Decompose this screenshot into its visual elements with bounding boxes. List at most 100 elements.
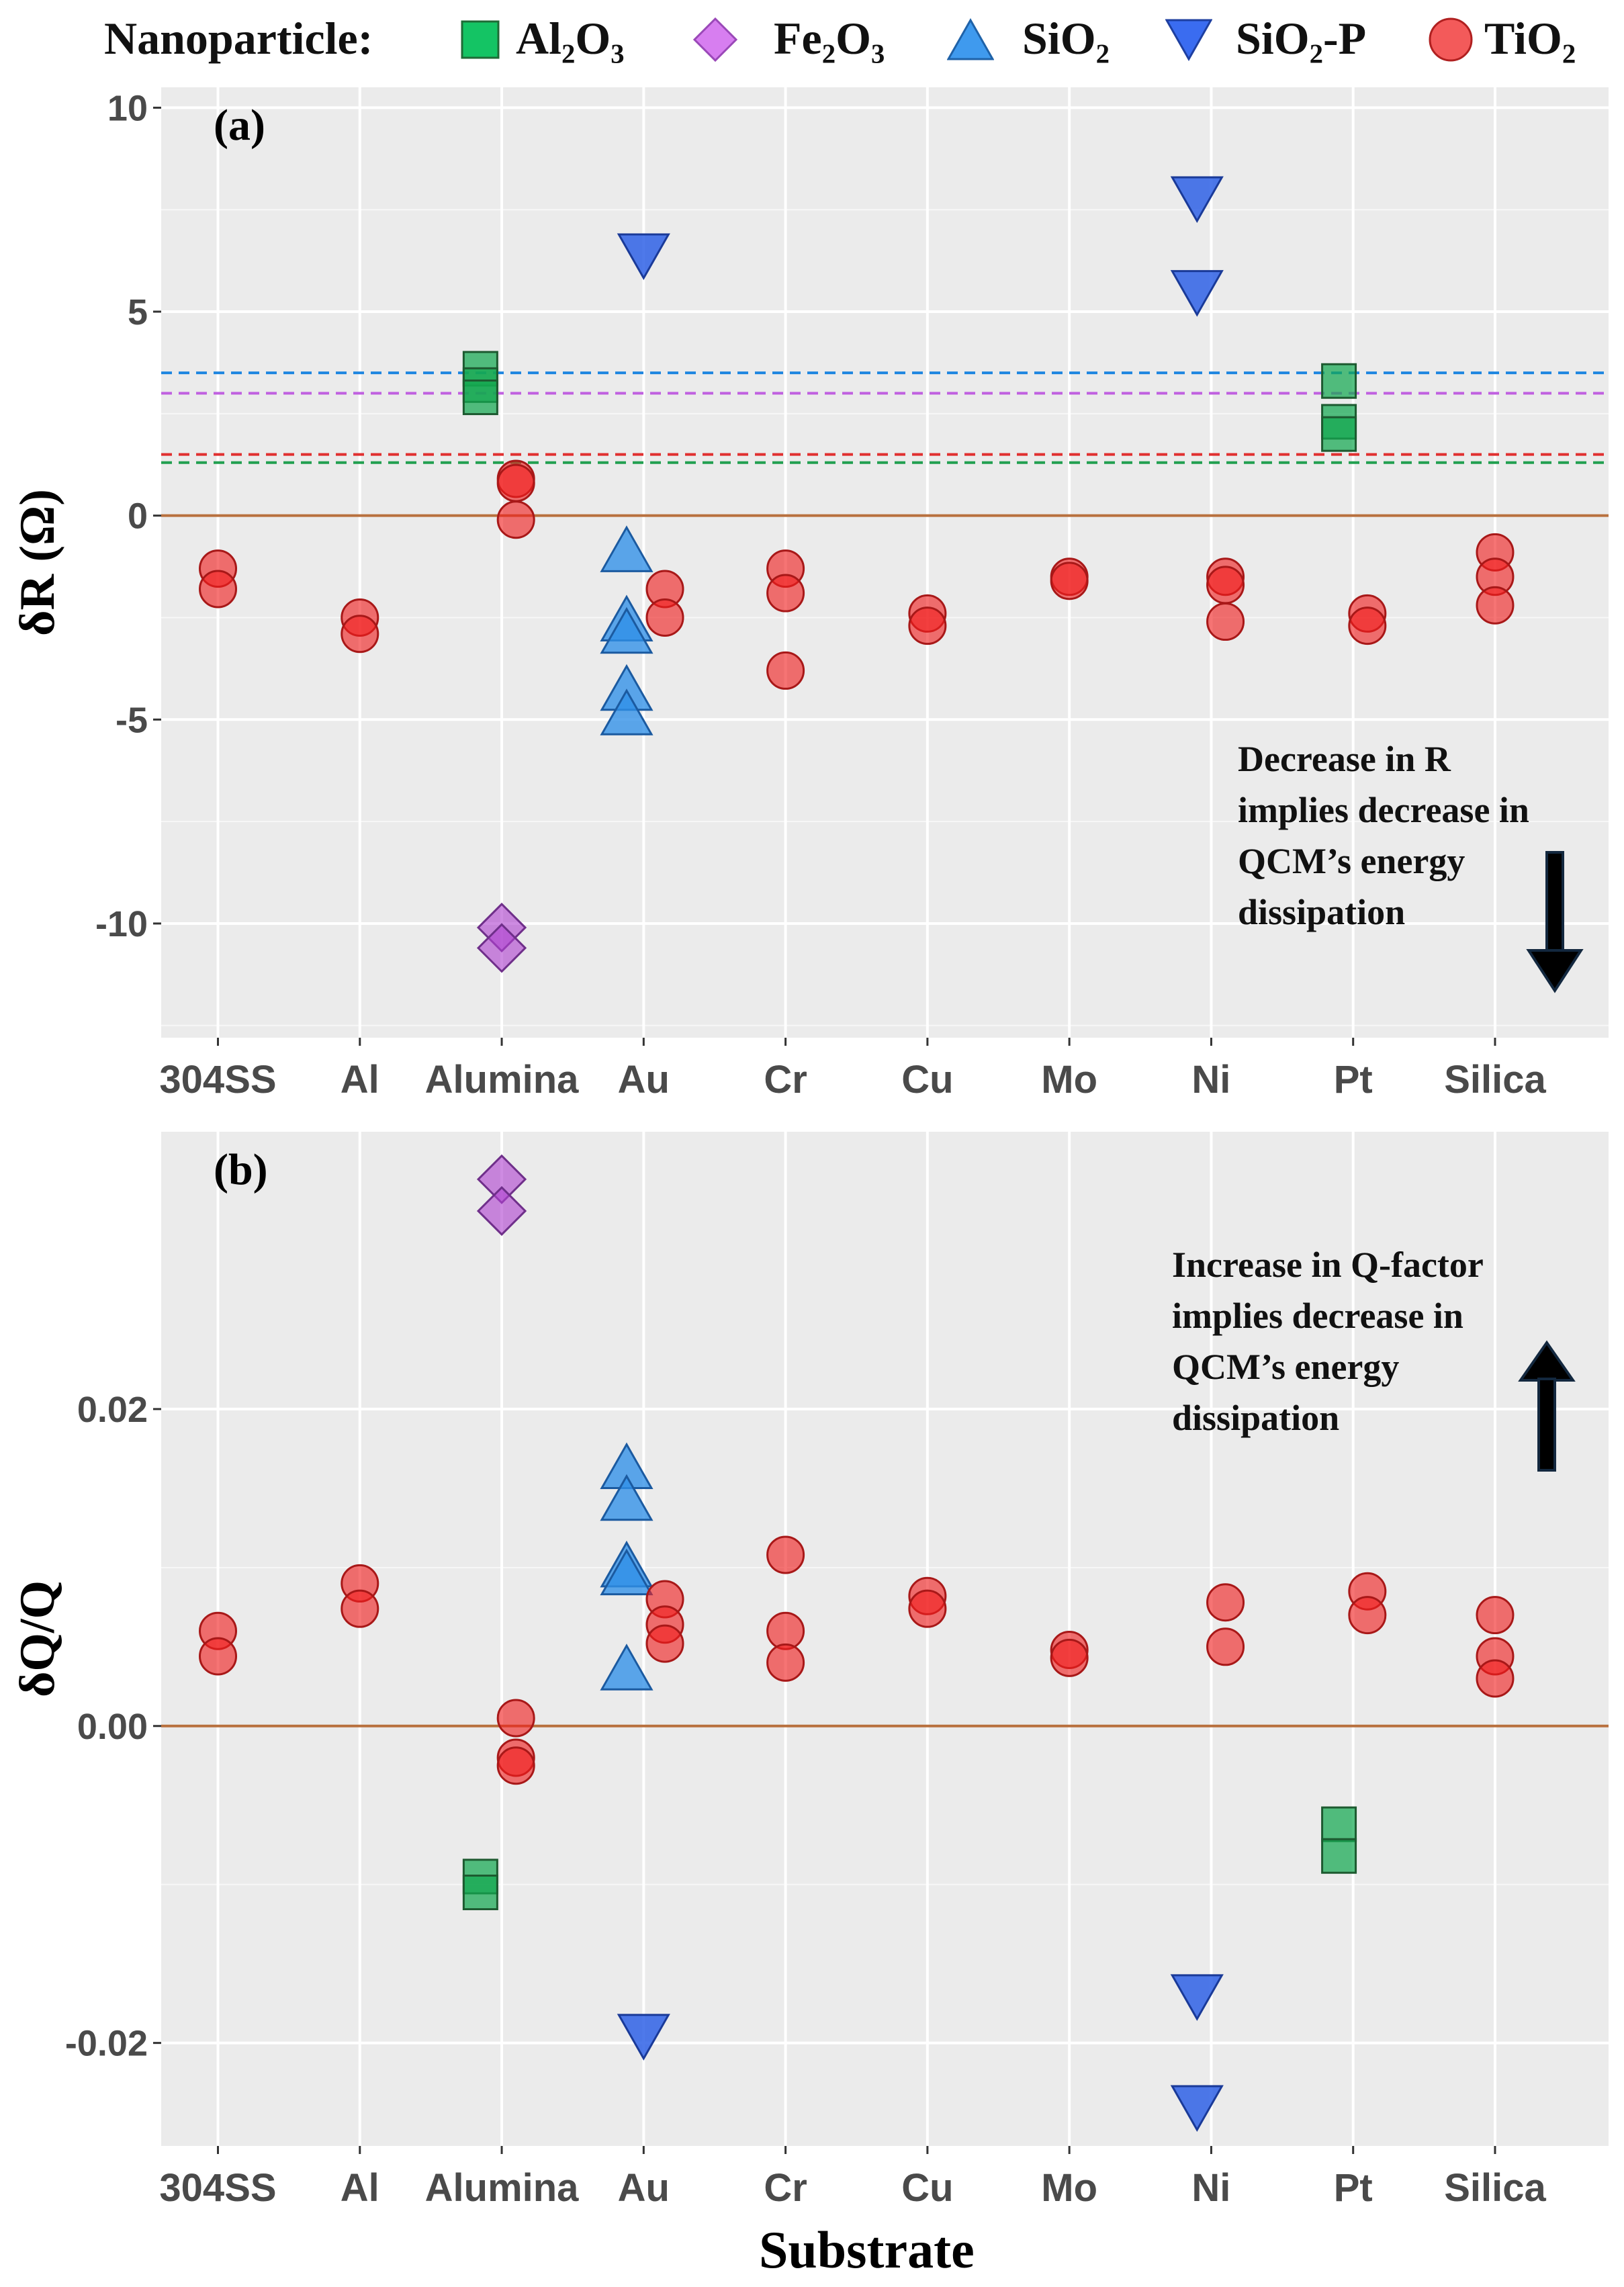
x-tick-label: Mo xyxy=(1041,1058,1097,1102)
point-tio2 xyxy=(766,1643,805,1682)
point-al2o3 xyxy=(1321,1838,1357,1874)
legend-al2o3-marker xyxy=(461,20,500,59)
legend-al2o3-label: Al₂O₃ xyxy=(516,13,625,64)
x-tick-label: Alumina xyxy=(425,1058,580,1102)
arrow-down-icon xyxy=(1526,851,1584,993)
point-fe2o3 xyxy=(476,1185,527,1237)
annotation-top-line-2: implies decrease in xyxy=(1238,790,1529,830)
annotation-bottom-line-4: dissipation xyxy=(1172,1398,1340,1438)
point-sio2 xyxy=(600,607,653,654)
panel-label: (a) xyxy=(214,101,265,150)
x-tick-label: Au xyxy=(618,1058,670,1102)
point-tio2 xyxy=(1206,1583,1245,1622)
annotation-bottom-line-1: Increase in Q-factor xyxy=(1172,1245,1484,1285)
x-tick-label: Silica xyxy=(1444,1058,1546,1102)
y-tick-label: 5 xyxy=(128,292,148,332)
point-tio2 xyxy=(199,570,238,609)
point-tio2 xyxy=(1476,586,1515,625)
series-fe2o3 xyxy=(476,902,527,973)
legend-sio2-marker xyxy=(947,17,994,60)
x-tick-label: Cu xyxy=(901,1058,953,1102)
legend-sio2p-marker xyxy=(1165,19,1212,62)
x-tick-label: Ni xyxy=(1191,2166,1230,2210)
x-tick-label: Pt xyxy=(1334,2166,1373,2210)
x-tick-label: Mo xyxy=(1041,2166,1097,2210)
point-sio2-p xyxy=(617,233,670,281)
point-sio2-p xyxy=(1170,270,1224,317)
arrow-up-icon xyxy=(1518,1340,1576,1472)
series-sio2 xyxy=(600,1442,653,1691)
series-fe2o3 xyxy=(476,1154,527,1237)
series-al2o3 xyxy=(462,1806,1357,1910)
point-tio2 xyxy=(908,1589,947,1628)
point-tio2 xyxy=(496,500,535,539)
point-tio2 xyxy=(1348,607,1387,645)
point-al2o3 xyxy=(1321,1806,1357,1842)
point-sio2 xyxy=(600,688,653,735)
point-sio2-p xyxy=(1170,1974,1224,2021)
point-tio2 xyxy=(766,651,805,690)
annotation-bottom-line-2: implies decrease in xyxy=(1172,1296,1463,1336)
point-fe2o3 xyxy=(476,923,527,973)
point-tio2 xyxy=(766,1535,805,1574)
plot-background xyxy=(161,1132,1609,2146)
x-tick-label: Al xyxy=(341,2166,379,2210)
y-tick-label: 10 xyxy=(107,88,148,128)
x-tick-label: 304SS xyxy=(159,2166,276,2210)
point-al2o3 xyxy=(462,379,498,416)
point-tio2 xyxy=(1476,1596,1515,1635)
series-sio2-p xyxy=(617,176,1224,317)
x-tick-label: Silica xyxy=(1444,2166,1546,2210)
point-tio2 xyxy=(1206,1627,1245,1666)
point-sio2 xyxy=(600,1548,653,1596)
legend-title: Nanoparticle: xyxy=(104,13,373,64)
series-tio2 xyxy=(199,459,1515,690)
y-axis-label: δR (Ω) xyxy=(10,489,65,636)
point-tio2 xyxy=(766,574,805,613)
point-tio2 xyxy=(1476,1659,1515,1698)
point-al2o3 xyxy=(462,1875,498,1910)
point-tio2 xyxy=(341,1589,379,1628)
legend-fe2o3-label: Fe₂O₃ xyxy=(774,13,885,64)
panel-label: (b) xyxy=(214,1145,268,1194)
point-tio2 xyxy=(908,607,947,645)
x-axis-title: Substrate xyxy=(759,2221,975,2279)
x-tick-label: Cu xyxy=(901,2166,953,2210)
point-tio2 xyxy=(1206,602,1245,641)
x-tick-label: Ni xyxy=(1191,1058,1230,1102)
series-sio2 xyxy=(600,525,653,735)
y-tick-label: 0.00 xyxy=(77,1707,148,1747)
point-tio2 xyxy=(645,1624,684,1663)
legend-sio2p-label: SiO₂-P xyxy=(1236,13,1367,64)
x-tick-label: Cr xyxy=(764,2166,807,2210)
annotation-bottom-line-3: QCM’s energy xyxy=(1172,1347,1400,1387)
y-tick-label: -0.02 xyxy=(65,2024,148,2064)
x-tick-label: Alumina xyxy=(425,2166,580,2210)
point-sio2-p xyxy=(1170,2085,1224,2133)
point-tio2 xyxy=(1050,562,1089,600)
chart-panel-a: 10 5 0 -5 -10 304SS Al Alumina Au Cr Cu Mo Ni Pt Silic… xyxy=(10,87,1609,1102)
annotation-top-line-4: dissipation xyxy=(1238,892,1406,932)
plot-background xyxy=(161,87,1609,1038)
series-al2o3 xyxy=(462,351,1357,452)
x-tick-label: Au xyxy=(618,2166,670,2210)
point-tio2 xyxy=(341,615,379,654)
point-tio2 xyxy=(1348,1596,1387,1635)
point-tio2 xyxy=(199,1637,238,1676)
point-tio2 xyxy=(496,1746,535,1785)
x-tick-label: Al xyxy=(341,1058,379,1102)
y-tick-label: -10 xyxy=(95,904,148,944)
y-tick-label: 0.02 xyxy=(77,1390,148,1430)
point-sio2 xyxy=(600,1644,653,1691)
x-tick-label: Cr xyxy=(764,1058,807,1102)
point-sio2 xyxy=(600,525,653,572)
point-tio2 xyxy=(496,1699,535,1738)
legend-tio2-label: TiO₂ xyxy=(1484,13,1576,64)
point-tio2 xyxy=(1050,1638,1089,1677)
point-al2o3 xyxy=(1321,416,1357,452)
point-sio2-p xyxy=(617,2014,670,2061)
annotation-top: Decrease in R implies decrease in QCM’s … xyxy=(1238,733,1529,938)
point-sio2-p xyxy=(1170,176,1224,224)
annotation-bottom: Increase in Q-factor implies decrease in… xyxy=(1172,1239,1484,1443)
